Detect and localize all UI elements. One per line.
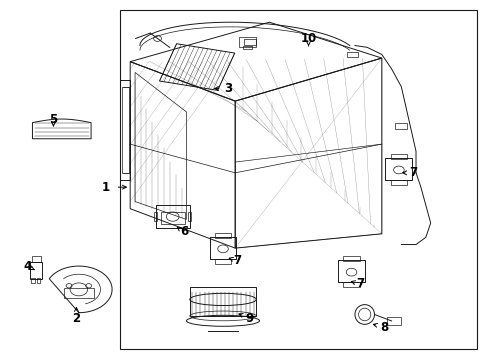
Bar xyxy=(343,282,360,287)
Bar xyxy=(156,205,190,228)
Bar xyxy=(338,260,365,282)
Bar xyxy=(386,158,413,180)
Bar xyxy=(190,287,256,316)
Bar xyxy=(31,278,35,283)
Text: 4: 4 xyxy=(24,260,32,273)
Text: 2: 2 xyxy=(73,311,80,325)
Bar xyxy=(122,87,129,173)
Bar xyxy=(161,212,185,224)
Bar xyxy=(32,256,41,262)
Text: 8: 8 xyxy=(380,320,389,333)
Bar xyxy=(244,39,256,45)
Text: 7: 7 xyxy=(234,254,242,267)
Bar xyxy=(243,46,252,49)
Text: 6: 6 xyxy=(180,225,188,238)
Bar xyxy=(387,317,401,324)
Text: 3: 3 xyxy=(224,82,232,95)
Bar xyxy=(343,256,360,261)
Bar xyxy=(215,258,231,264)
Bar xyxy=(154,212,157,221)
Bar xyxy=(37,278,40,283)
Bar xyxy=(215,233,231,238)
Text: 10: 10 xyxy=(300,32,317,45)
Bar xyxy=(210,237,237,258)
Bar xyxy=(30,262,42,279)
Text: 7: 7 xyxy=(356,278,364,291)
Bar xyxy=(64,288,94,298)
Bar xyxy=(391,154,407,159)
Bar xyxy=(121,10,477,348)
Bar xyxy=(188,212,192,221)
Bar xyxy=(391,180,407,185)
Bar xyxy=(395,123,407,129)
Text: 9: 9 xyxy=(246,311,254,325)
Text: 5: 5 xyxy=(49,113,58,126)
Text: 7: 7 xyxy=(410,166,417,179)
Bar xyxy=(346,51,358,57)
Text: 1: 1 xyxy=(102,181,110,194)
